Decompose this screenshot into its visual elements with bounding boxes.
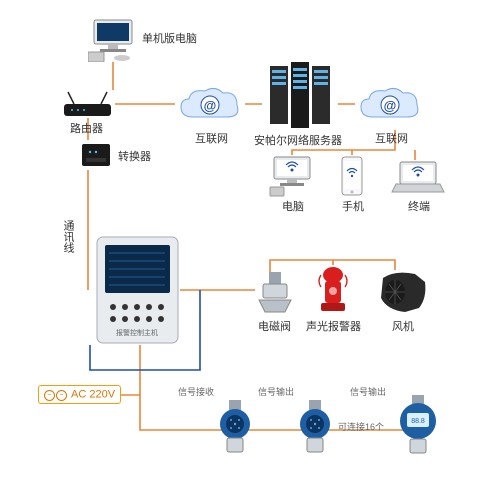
svg-text:@: @ <box>384 98 397 113</box>
svg-text:报警控制主机: 报警控制主机 <box>116 328 158 337</box>
label-signal-out-1: 信号输出 <box>258 385 294 398</box>
power-label: AC 220V <box>71 388 115 400</box>
label-server: 安帕尔网络服务器 <box>254 132 342 148</box>
label-laptop: 终端 <box>408 198 430 214</box>
label-client-pc: 电脑 <box>282 198 304 214</box>
label-alarm: 声光报警器 <box>306 318 361 334</box>
label-valve: 电磁阀 <box>258 318 291 334</box>
label-signal-in: 信号接收 <box>178 385 214 398</box>
label-signal-out-2: 信号输出 <box>350 385 386 398</box>
label-converter: 转换器 <box>118 148 151 164</box>
svg-text:88.8: 88.8 <box>411 418 425 425</box>
svg-text:@: @ <box>204 98 217 113</box>
label-comm-line: 通讯线 <box>60 220 76 253</box>
label-router: 路由器 <box>70 120 103 136</box>
power-supply: ~~AC 220V <box>38 385 121 404</box>
label-pc-top: 单机版电脑 <box>142 30 197 46</box>
label-phone: 手机 <box>342 198 364 214</box>
label-fan: 风机 <box>392 318 414 334</box>
label-internet-2: 互联网 <box>375 130 408 146</box>
label-internet-1: 互联网 <box>195 130 228 146</box>
diagram-stage: 单机版电脑 路由器 转换器 通讯线 @ 互联网 安帕尔网络服务器 @ 互联网 电… <box>0 0 500 500</box>
label-connect-16: 可连接16个 <box>338 420 384 433</box>
